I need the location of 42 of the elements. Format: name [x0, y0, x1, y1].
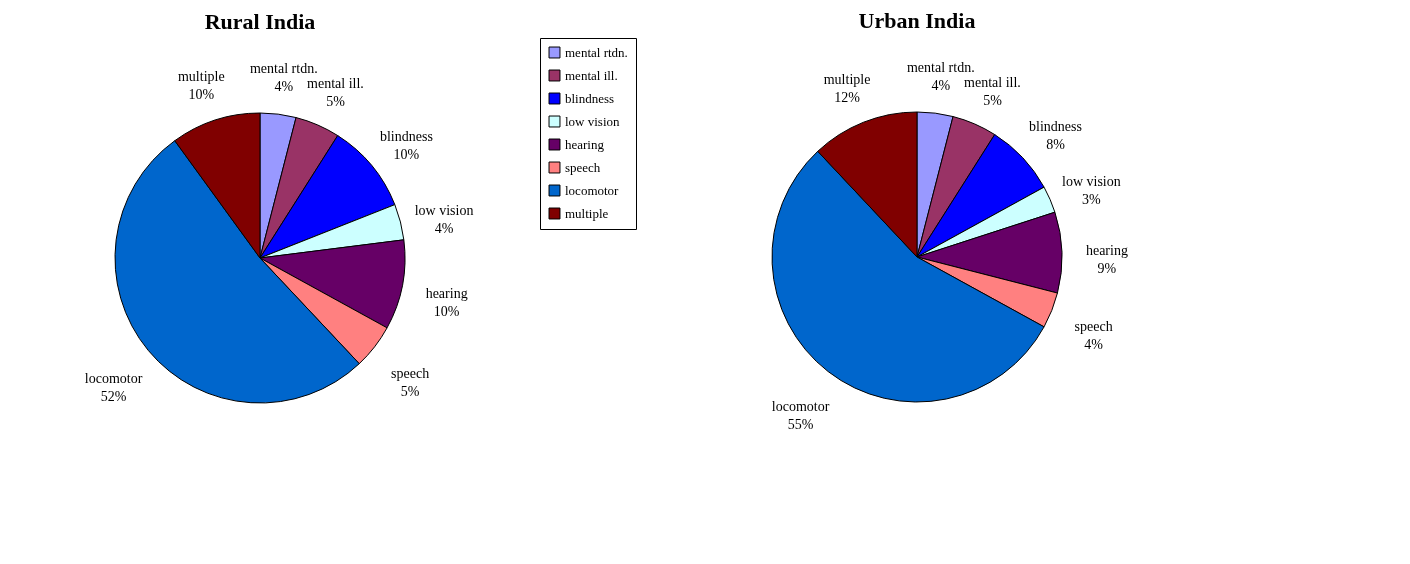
data-label: 12% [834, 90, 861, 106]
slice-label: mental rtdn. [249, 61, 318, 77]
slice-label: low vision [1062, 173, 1121, 189]
slice-label: mental rtdn. [906, 60, 975, 76]
data-label: 52% [100, 389, 127, 405]
data-label: 10% [433, 303, 460, 319]
data-label: 9% [1097, 261, 1117, 277]
data-label: 5% [983, 92, 1003, 108]
slice-label: speech [391, 366, 430, 382]
data-label: 10% [393, 146, 420, 162]
slice-label: multiple [177, 69, 225, 85]
legend-label: multiple [565, 205, 609, 221]
legend-label: hearing [565, 136, 605, 152]
slice-label: locomotor [771, 399, 830, 415]
legend-label: low vision [565, 113, 621, 129]
data-label: 55% [787, 417, 814, 433]
slice-label: low vision [414, 202, 474, 218]
data-label: 3% [1082, 191, 1102, 207]
data-label: 4% [931, 78, 951, 94]
chart-title: Urban India [858, 8, 976, 33]
slice-label: speech [1074, 318, 1113, 334]
chart-title: Rural India [204, 8, 316, 34]
slice-label: hearing [425, 285, 468, 301]
legend-label: locomotor [565, 182, 620, 198]
data-label: 8% [1046, 136, 1066, 152]
data-label: 4% [1084, 336, 1104, 352]
data-label: 5% [400, 384, 420, 400]
slice-label: locomotor [84, 371, 143, 387]
slice-label: mental ill. [964, 74, 1021, 90]
slice-label: blindness [379, 128, 433, 144]
slice-label: multiple [823, 72, 871, 88]
legend-label: speech [565, 159, 601, 175]
legend-label: blindness [565, 90, 615, 106]
data-label: 4% [434, 220, 454, 236]
slice-label: hearing [1085, 243, 1128, 259]
legend-label: mental ill. [565, 67, 618, 83]
data-label: 5% [326, 93, 346, 109]
legend-label: mental rtdn. [565, 44, 628, 60]
data-label: 4% [274, 79, 294, 95]
slice-label: mental ill. [307, 75, 364, 91]
data-label: 10% [188, 87, 215, 103]
slice-label: blindness [1029, 118, 1082, 134]
